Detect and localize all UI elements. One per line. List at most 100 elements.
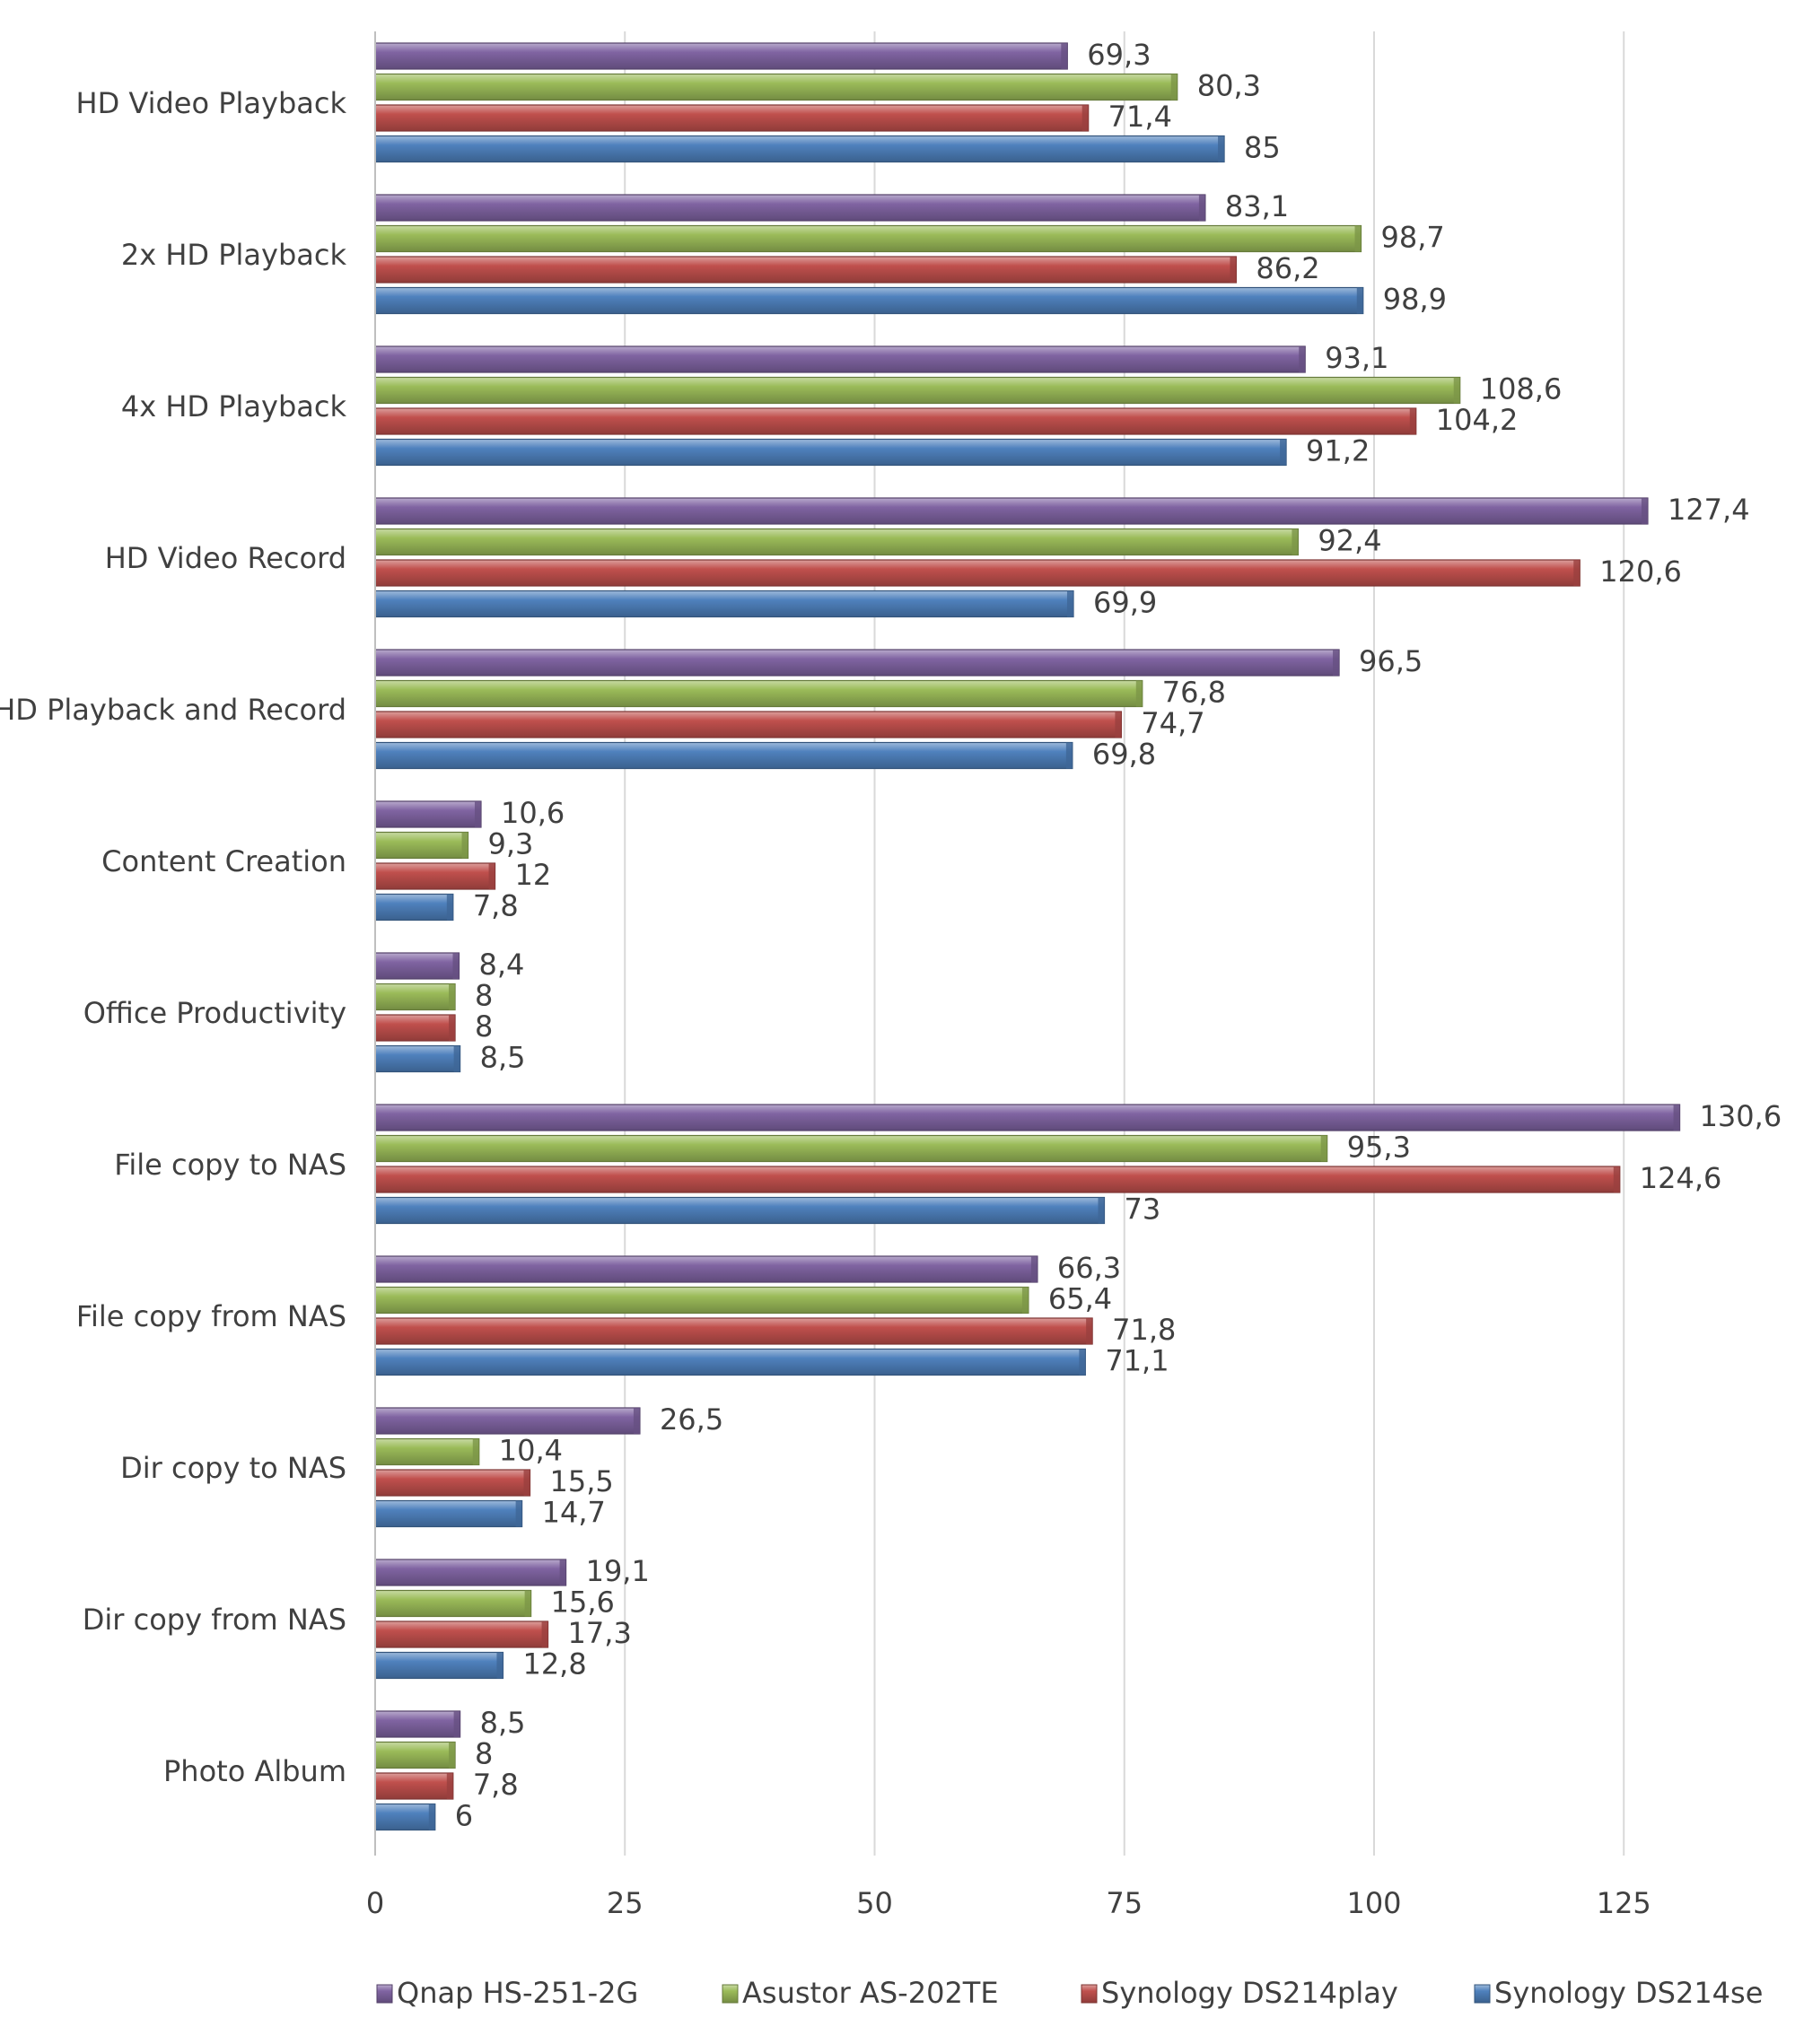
bar-synology-ds214play-photo-album — [374, 1772, 454, 1800]
data-label-qnap-hs-251-2g-hd-video-record: 127,4 — [1668, 493, 1750, 527]
bar-qnap-hs-251-2g-file-copy-from-nas-cap — [1030, 1256, 1038, 1282]
data-label-qnap-hs-251-2g-2x-hd-playback: 83,1 — [1225, 189, 1289, 223]
bar-qnap-hs-251-2g-hd-video-playback — [374, 42, 1068, 70]
bar-qnap-hs-251-2g-hd-playback-and-record — [374, 649, 1340, 677]
bar-synology-ds214se-file-copy-from-nas — [374, 1348, 1086, 1376]
bar-synology-ds214play-hd-video-record-cap — [1573, 560, 1580, 586]
x-tick-label-50: 50 — [856, 1886, 893, 1920]
data-label-asustor-as-202te-dir-copy-from-nas: 15,6 — [551, 1585, 615, 1620]
data-label-qnap-hs-251-2g-photo-album: 8,5 — [480, 1706, 526, 1740]
bar-qnap-hs-251-2g-office-productivity-cap — [452, 953, 460, 979]
bar-synology-ds214play-content-creation — [374, 862, 496, 890]
bar-qnap-hs-251-2g-file-copy-to-nas-cap — [1673, 1105, 1680, 1131]
data-label-qnap-hs-251-2g-file-copy-from-nas: 66,3 — [1057, 1251, 1121, 1285]
bar-qnap-hs-251-2g-hd-playback-and-record-cap — [1333, 650, 1340, 676]
data-label-qnap-hs-251-2g-office-productivity: 8,4 — [478, 948, 524, 982]
bar-synology-ds214play-photo-album-cap — [446, 1773, 453, 1799]
bar-asustor-as-202te-file-copy-from-nas-cap — [1021, 1287, 1029, 1314]
bar-qnap-hs-251-2g-4x-hd-playback-cap — [1299, 346, 1306, 372]
legend: Qnap HS-251-2G Asustor AS-202TE Synology D… — [376, 1976, 1763, 2010]
bar-synology-ds214play-dir-copy-from-nas-cap — [541, 1621, 548, 1647]
category-label-content-creation: Content Creation — [101, 844, 346, 878]
bar-asustor-as-202te-hd-video-record — [374, 528, 1300, 556]
bar-synology-ds214se-dir-copy-from-nas-cap — [496, 1652, 503, 1679]
data-label-asustor-as-202te-photo-album: 8 — [475, 1737, 493, 1771]
bar-qnap-hs-251-2g-photo-album — [374, 1710, 461, 1738]
category-label-dir-copy-from-nas: Dir copy from NAS — [83, 1603, 346, 1637]
bar-synology-ds214se-hd-video-record — [374, 590, 1074, 618]
bar-synology-ds214se-file-copy-from-nas-cap — [1079, 1349, 1086, 1376]
data-label-synology-ds214play-dir-copy-from-nas: 17,3 — [568, 1616, 632, 1650]
legend-label-qnap-hs-251-2g: Qnap HS-251-2G — [397, 1976, 638, 2010]
bar-synology-ds214play-hd-video-playback-cap — [1081, 105, 1089, 131]
legend-swatch-asustor-as-202te — [722, 1984, 739, 2004]
bar-asustor-as-202te-dir-copy-to-nas-cap — [472, 1438, 479, 1465]
data-label-synology-ds214play-content-creation: 12 — [515, 858, 552, 892]
legend-label-synology-ds214play: Synology DS214play — [1101, 1976, 1398, 2010]
data-label-synology-ds214play-hd-playback-and-record: 74,7 — [1141, 706, 1204, 740]
bar-synology-ds214se-dir-copy-to-nas — [374, 1499, 523, 1528]
bar-synology-ds214se-4x-hd-playback-cap — [1280, 439, 1287, 466]
data-label-synology-ds214play-dir-copy-to-nas: 15,5 — [550, 1464, 614, 1498]
bar-synology-ds214se-office-productivity-cap — [453, 1045, 460, 1072]
data-label-synology-ds214play-office-productivity: 8 — [475, 1009, 493, 1044]
bar-synology-ds214se-hd-video-record-cap — [1066, 590, 1073, 617]
bar-synology-ds214play-dir-copy-from-nas — [374, 1620, 549, 1648]
data-label-asustor-as-202te-office-productivity: 8 — [475, 979, 493, 1013]
bar-asustor-as-202te-photo-album-cap — [449, 1742, 456, 1769]
data-label-asustor-as-202te-2x-hd-playback: 98,7 — [1381, 221, 1445, 255]
bar-qnap-hs-251-2g-dir-copy-to-nas — [374, 1407, 641, 1435]
bar-synology-ds214se-hd-video-playback — [374, 135, 1225, 163]
bar-synology-ds214play-office-productivity — [374, 1014, 456, 1042]
data-label-asustor-as-202te-content-creation: 9,3 — [488, 827, 534, 861]
bar-asustor-as-202te-file-copy-to-nas — [374, 1134, 1328, 1163]
bar-synology-ds214play-4x-hd-playback-cap — [1409, 408, 1416, 434]
bar-synology-ds214play-2x-hd-playback-cap — [1230, 257, 1237, 283]
bar-synology-ds214se-photo-album — [374, 1803, 436, 1831]
data-label-qnap-hs-251-2g-content-creation: 10,6 — [501, 796, 565, 830]
category-label-file-copy-from-nas: File copy from NAS — [76, 1299, 346, 1333]
data-label-synology-ds214se-2x-hd-playback: 98,9 — [1383, 283, 1447, 317]
bar-asustor-as-202te-content-creation — [374, 831, 469, 860]
bar-synology-ds214play-hd-video-playback — [374, 104, 1090, 132]
x-tick-label-75: 75 — [1106, 1886, 1143, 1920]
bar-asustor-as-202te-file-copy-from-nas — [374, 1286, 1029, 1315]
x-tick-label-125: 125 — [1597, 1886, 1651, 1920]
data-label-qnap-hs-251-2g-4x-hd-playback: 93,1 — [1325, 341, 1388, 375]
bar-synology-ds214play-office-productivity-cap — [449, 1015, 456, 1041]
data-label-synology-ds214play-hd-video-record: 120,6 — [1599, 555, 1682, 589]
data-labels: 69,380,371,48583,198,786,298,993,1108,61… — [455, 38, 1782, 1833]
data-label-synology-ds214se-office-productivity: 8,5 — [480, 1041, 526, 1075]
bar-asustor-as-202te-hd-playback-and-record-cap — [1135, 680, 1143, 707]
data-label-synology-ds214se-file-copy-to-nas: 73 — [1124, 1192, 1160, 1227]
legend-label-asustor-as-202te: Asustor AS-202TE — [742, 1976, 999, 2010]
bar-qnap-hs-251-2g-hd-video-record — [374, 497, 1649, 525]
bar-qnap-hs-251-2g-photo-album-cap — [453, 1711, 460, 1737]
bar-qnap-hs-251-2g-file-copy-from-nas — [374, 1255, 1038, 1283]
bar-asustor-as-202te-hd-video-playback-cap — [1170, 74, 1178, 100]
x-tick-label-100: 100 — [1346, 1886, 1401, 1920]
bar-synology-ds214play-4x-hd-playback — [374, 407, 1417, 435]
bar-synology-ds214se-file-copy-to-nas-cap — [1098, 1197, 1105, 1224]
data-label-synology-ds214se-hd-playback-and-record: 69,8 — [1092, 738, 1156, 772]
bar-qnap-hs-251-2g-2x-hd-playback — [374, 194, 1206, 222]
data-label-synology-ds214se-dir-copy-to-nas: 14,7 — [542, 1496, 606, 1530]
bar-asustor-as-202te-hd-video-playback — [374, 73, 1178, 101]
bar-asustor-as-202te-photo-album — [374, 1741, 456, 1769]
bar-asustor-as-202te-hd-playback-and-record — [374, 679, 1143, 708]
bar-qnap-hs-251-2g-4x-hd-playback — [374, 345, 1306, 373]
category-label-hd-playback-and-record: HD Playback and Record — [0, 693, 346, 727]
data-label-asustor-as-202te-hd-video-playback: 80,3 — [1197, 69, 1261, 103]
bar-synology-ds214play-hd-playback-and-record — [374, 711, 1123, 738]
bar-qnap-hs-251-2g-office-productivity — [374, 952, 460, 980]
bar-qnap-hs-251-2g-2x-hd-playback-cap — [1198, 195, 1205, 221]
bar-asustor-as-202te-office-productivity-cap — [449, 983, 456, 1010]
bar-asustor-as-202te-2x-hd-playback — [374, 224, 1362, 253]
data-label-synology-ds214se-content-creation: 7,8 — [473, 889, 519, 923]
bar-asustor-as-202te-dir-copy-from-nas — [374, 1589, 532, 1618]
bar-asustor-as-202te-file-copy-to-nas-cap — [1320, 1135, 1327, 1162]
x-tick-label-0: 0 — [366, 1886, 384, 1920]
bar-synology-ds214play-2x-hd-playback — [374, 256, 1238, 284]
